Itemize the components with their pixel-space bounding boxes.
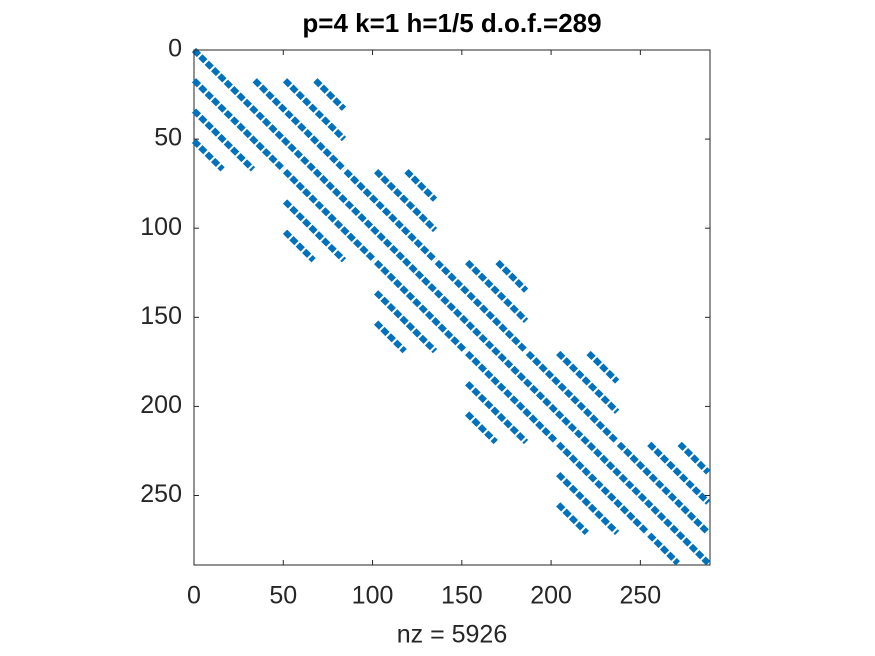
y-tick-label: 50 bbox=[154, 124, 182, 152]
nonzero-band bbox=[465, 259, 529, 323]
nonzero-band bbox=[465, 381, 529, 445]
nonzero-band bbox=[677, 441, 711, 475]
x-tick-label: 150 bbox=[441, 582, 483, 610]
nonzero-band bbox=[404, 169, 438, 202]
nonzero-band bbox=[465, 350, 559, 445]
nonzero-band bbox=[556, 502, 589, 536]
x-tick-label: 50 bbox=[269, 582, 297, 610]
nonzero-band bbox=[191, 138, 225, 172]
nonzero-band bbox=[373, 169, 438, 233]
nonzero-band bbox=[616, 441, 711, 536]
y-tick-label: 100 bbox=[140, 213, 182, 241]
x-tick-label: 200 bbox=[530, 582, 572, 610]
nonzero-band bbox=[191, 47, 711, 566]
nonzero-band bbox=[191, 108, 256, 172]
nonzero-band bbox=[373, 320, 407, 354]
x-axis-label: nz = 5926 bbox=[397, 621, 508, 649]
chart-title: p=4 k=1 h=1/5 d.o.f.=289 bbox=[302, 8, 601, 38]
nonzero-band bbox=[373, 290, 438, 354]
nonzero-band bbox=[282, 78, 347, 142]
nonzero-band bbox=[282, 169, 377, 263]
nonzero-band bbox=[434, 259, 529, 354]
nonzero-band bbox=[282, 229, 316, 263]
nonzero-band bbox=[343, 169, 438, 263]
nonzero-band bbox=[252, 78, 347, 172]
x-tick-label: 250 bbox=[620, 582, 662, 610]
x-tick-label: 0 bbox=[187, 582, 201, 610]
nonzero-band bbox=[647, 532, 680, 566]
nonzero-band bbox=[373, 259, 468, 354]
nonzero-band bbox=[313, 78, 347, 111]
nonzero-band bbox=[556, 471, 620, 536]
nonzero-band bbox=[191, 78, 286, 172]
nonzero-band bbox=[465, 411, 498, 445]
x-tick-label: 100 bbox=[352, 582, 394, 610]
nonzero-band bbox=[556, 441, 650, 536]
nonzero-band bbox=[495, 259, 529, 293]
y-tick-label: 0 bbox=[168, 35, 182, 63]
nonzero-band bbox=[525, 350, 620, 445]
y-tick-label: 200 bbox=[140, 391, 182, 419]
nonzero-band bbox=[282, 199, 347, 263]
y-tick-label: 250 bbox=[140, 480, 182, 508]
nonzero-band bbox=[586, 350, 620, 384]
nonzero-band bbox=[556, 350, 620, 414]
nonzero-band bbox=[647, 441, 711, 505]
y-tick-label: 150 bbox=[140, 302, 182, 330]
